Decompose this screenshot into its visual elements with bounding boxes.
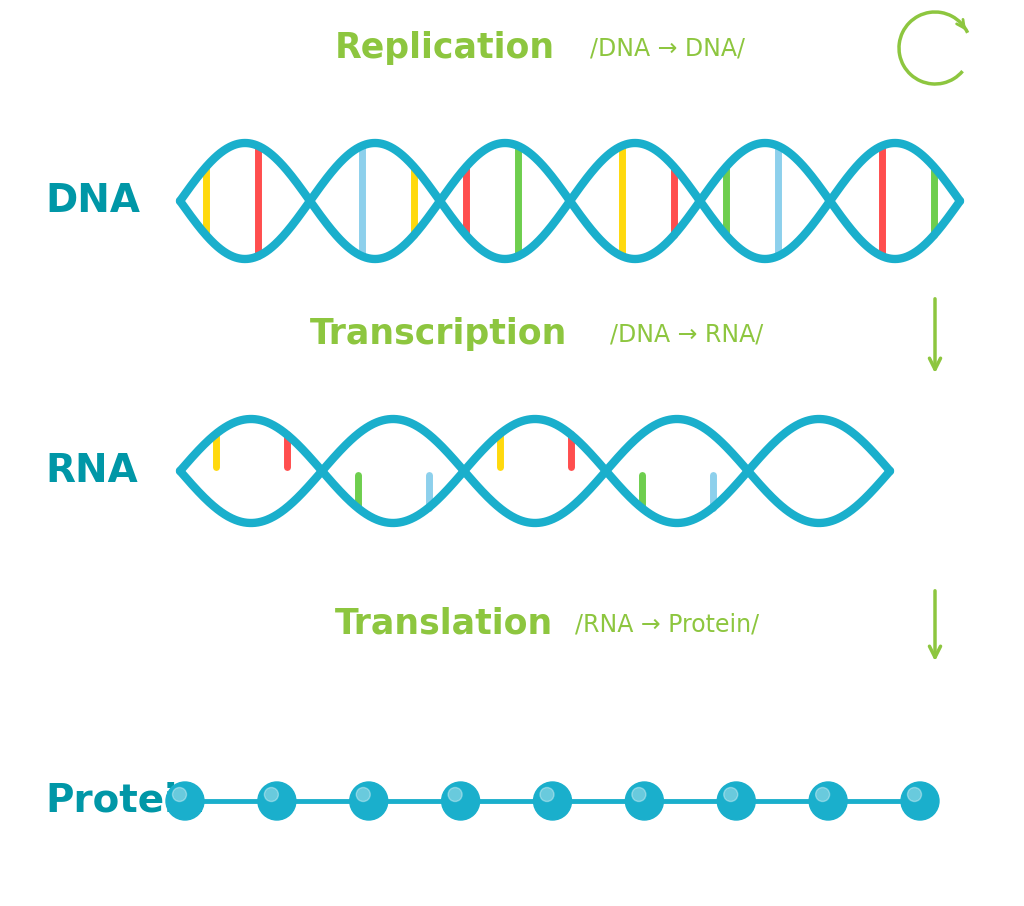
Circle shape (540, 787, 554, 802)
Text: Translation: Translation (335, 607, 553, 641)
Text: /DNA → RNA/: /DNA → RNA/ (610, 322, 763, 346)
Circle shape (816, 787, 829, 802)
Text: RNA: RNA (45, 452, 138, 490)
Circle shape (258, 782, 296, 820)
Circle shape (350, 782, 388, 820)
Circle shape (724, 787, 737, 802)
Text: DNA: DNA (45, 182, 140, 220)
Circle shape (632, 787, 646, 802)
Circle shape (172, 787, 186, 802)
Text: /RNA → Protein/: /RNA → Protein/ (575, 612, 759, 636)
Text: Protein: Protein (45, 782, 205, 820)
Text: /DNA → DNA/: /DNA → DNA/ (590, 36, 745, 60)
Circle shape (626, 782, 664, 820)
Text: Replication: Replication (335, 31, 555, 65)
Circle shape (449, 787, 462, 802)
Circle shape (534, 782, 571, 820)
Circle shape (809, 782, 847, 820)
Circle shape (907, 787, 922, 802)
Circle shape (717, 782, 756, 820)
Circle shape (441, 782, 479, 820)
Circle shape (166, 782, 204, 820)
Circle shape (901, 782, 939, 820)
Circle shape (264, 787, 279, 802)
Text: Transcription: Transcription (310, 317, 567, 351)
Circle shape (356, 787, 371, 802)
